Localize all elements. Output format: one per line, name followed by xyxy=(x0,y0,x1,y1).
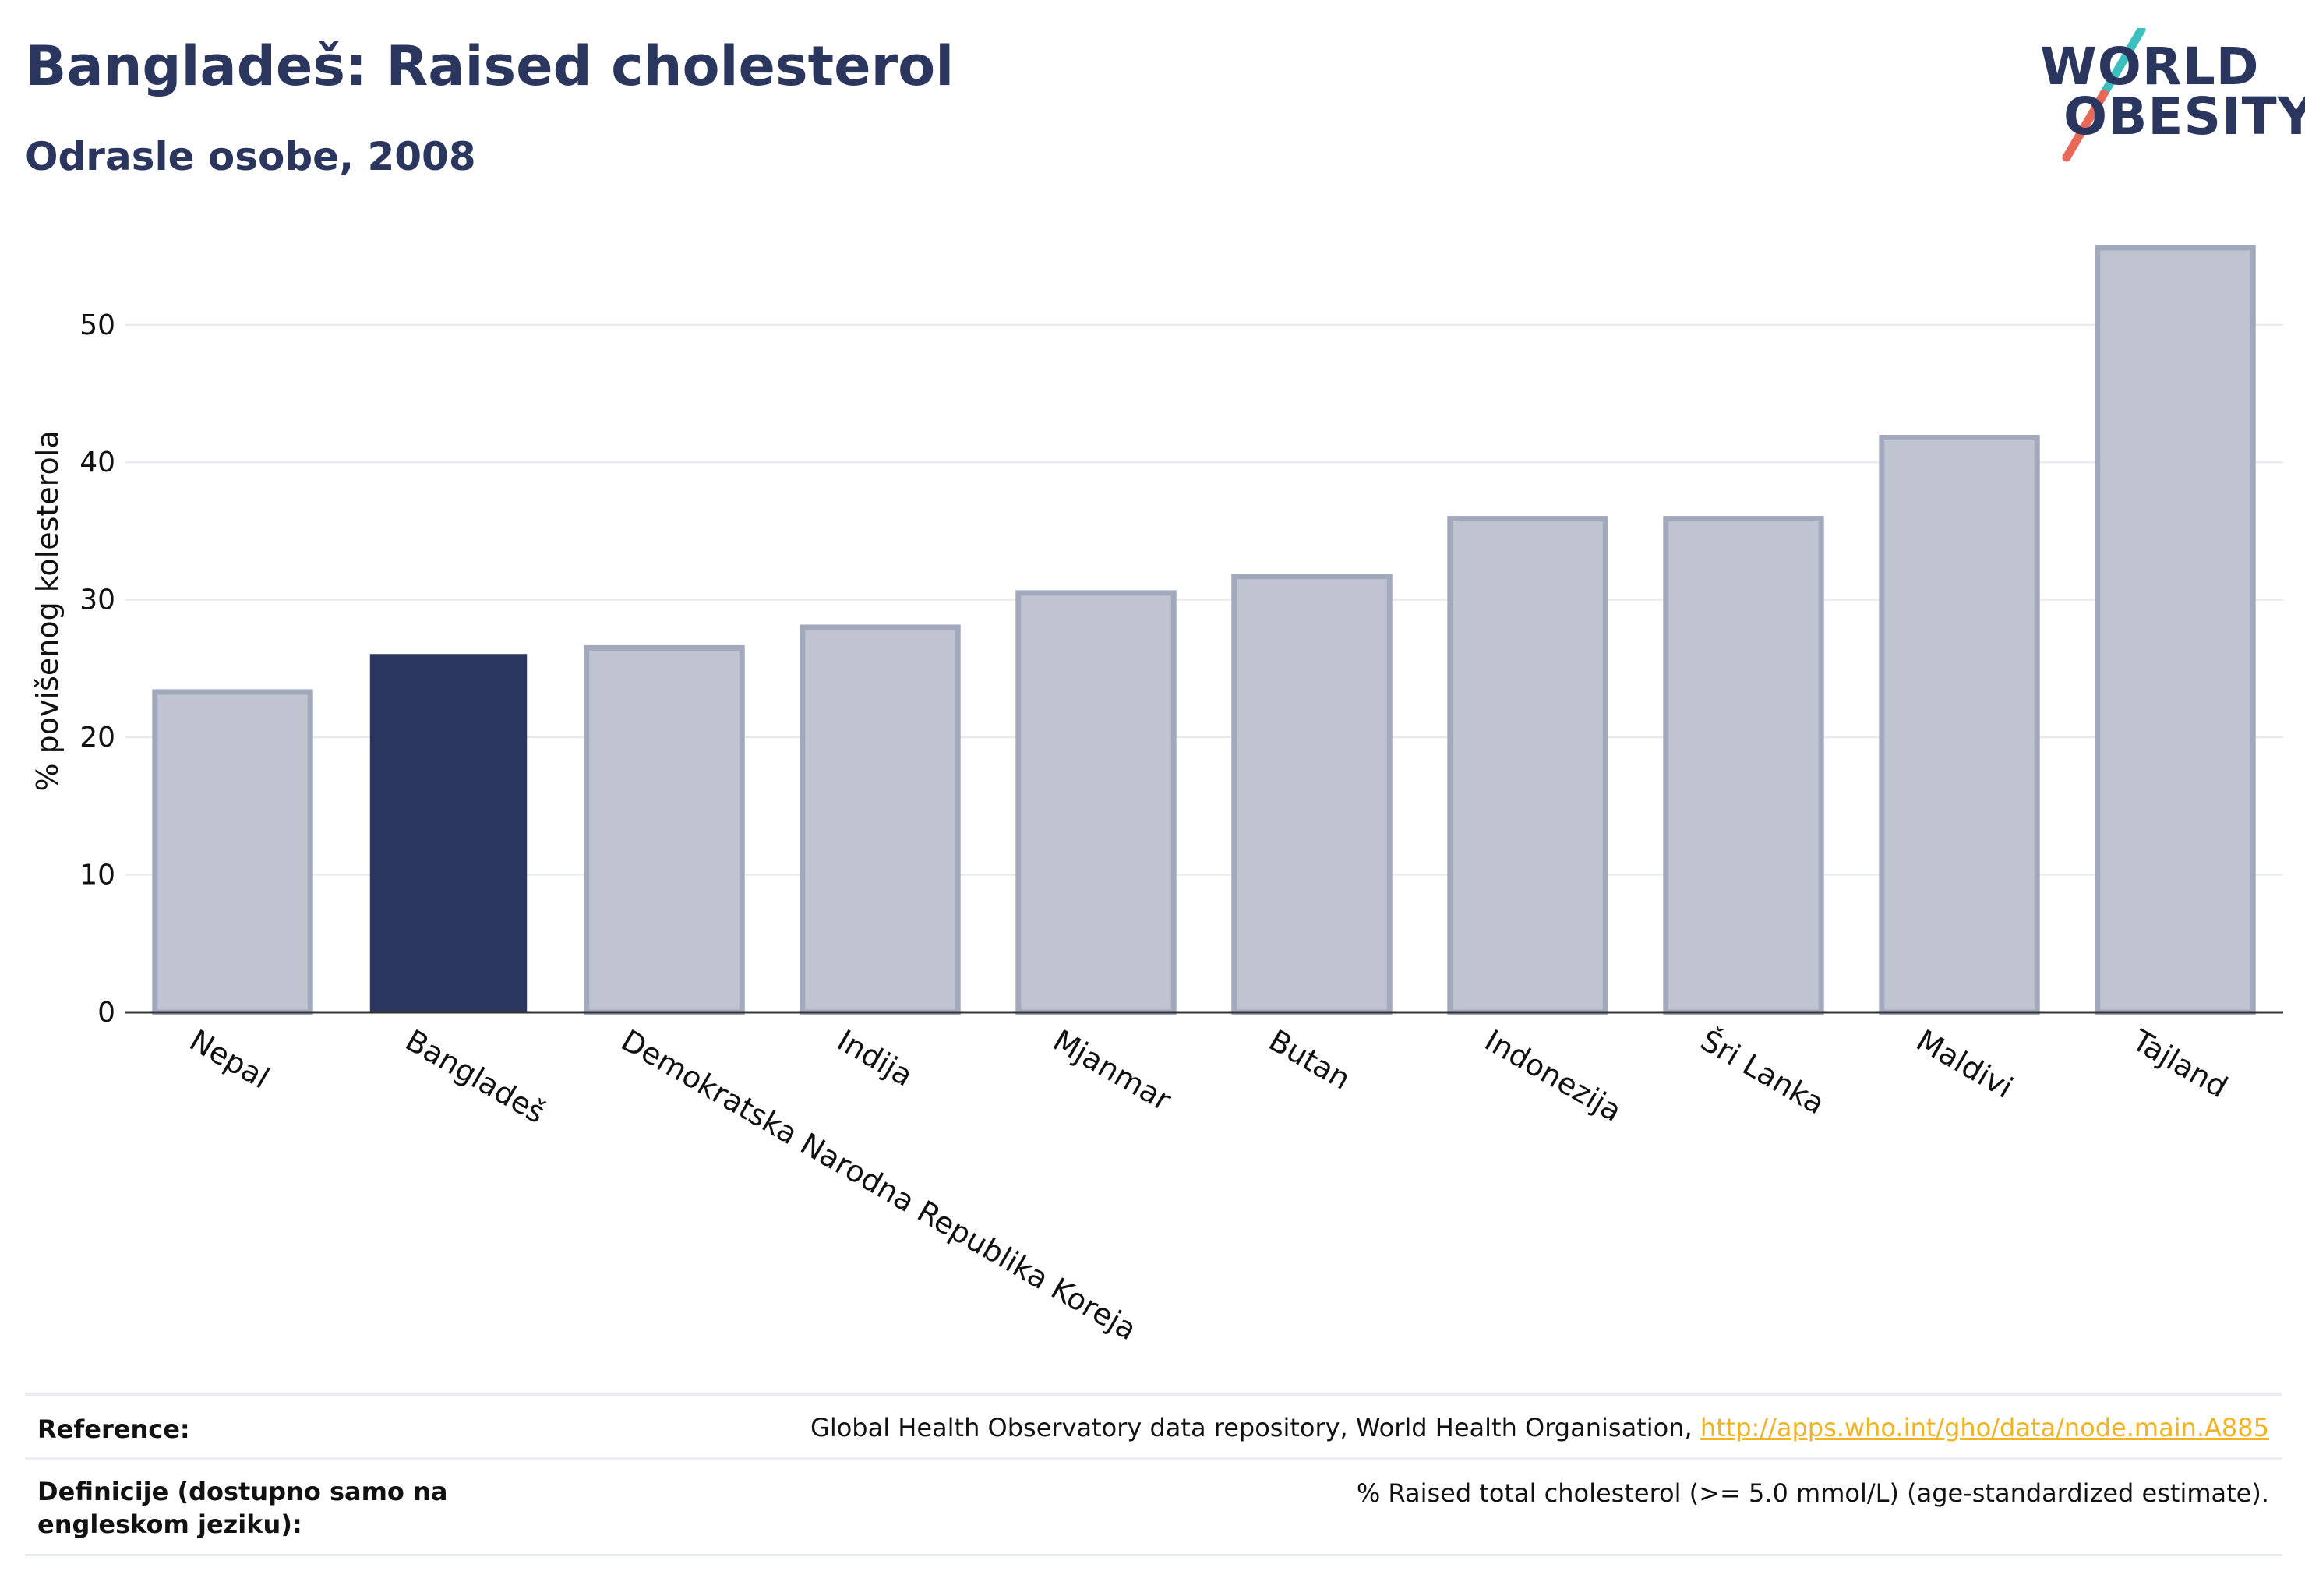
reference-row: Reference: Global Health Observatory dat… xyxy=(25,1393,2282,1460)
y-tick-label: 20 xyxy=(79,722,115,754)
x-tick-label: Tajland xyxy=(2126,1022,2233,1104)
x-tick-label: Maldivi xyxy=(1911,1023,2018,1105)
bar[interactable] xyxy=(1663,516,1824,1015)
x-tick-label: Mjanmar xyxy=(1047,1023,1177,1118)
bar[interactable] xyxy=(1879,434,2040,1015)
x-tick-label: Indija xyxy=(831,1023,919,1093)
reference-text: Global Health Observatory data repositor… xyxy=(810,1413,1693,1442)
bar[interactable] xyxy=(152,689,313,1015)
x-tick-label: Indonezija xyxy=(1479,1023,1627,1128)
reference-link[interactable]: http://apps.who.int/gho/data/node.main.A… xyxy=(1700,1413,2269,1442)
definition-row: Definicije (dostupno samo na engleskom j… xyxy=(25,1457,2282,1556)
y-tick-label: 50 xyxy=(79,309,115,341)
bar[interactable] xyxy=(584,644,745,1015)
y-axis-label: % povišenog kolesterola xyxy=(30,430,65,791)
x-tick-label: Butan xyxy=(1263,1023,1356,1096)
bar[interactable] xyxy=(1231,574,1393,1015)
chart-title: Bangladeš: Raised cholesterol xyxy=(25,34,955,98)
reference-value: Global Health Observatory data repositor… xyxy=(810,1413,2269,1442)
logo-text-line2: OBESITY xyxy=(2063,87,2305,147)
x-tick-label: Nepal xyxy=(184,1023,275,1096)
bar[interactable] xyxy=(1447,516,1608,1015)
bar[interactable] xyxy=(369,654,528,1013)
world-obesity-logo: WORLD OBESITY xyxy=(2026,28,2305,168)
x-tick-label: Šri Lanka xyxy=(1695,1023,1830,1121)
definition-value: % Raised total cholesterol (>= 5.0 mmol/… xyxy=(1356,1478,2269,1508)
y-tick-label: 40 xyxy=(79,447,115,478)
definition-label: Definicije (dostupno samo na engleskom j… xyxy=(37,1477,448,1539)
logo-text-line1: WORLD xyxy=(2040,37,2260,97)
y-tick-label: 30 xyxy=(79,584,115,616)
chart-subtitle: Odrasle osobe, 2008 xyxy=(25,134,476,179)
reference-label: Reference: xyxy=(37,1414,190,1444)
bar[interactable] xyxy=(1015,590,1177,1015)
bar[interactable] xyxy=(2095,245,2256,1015)
y-tick-label: 0 xyxy=(97,997,115,1029)
bar-chart: 0 10 20 30 40 50 % povišenog kolesterola Nepal B… xyxy=(30,245,2283,1347)
logo-slash-icon xyxy=(2062,28,2146,162)
footer-bottom-border xyxy=(25,1554,2282,1556)
x-tick-label: Bangladeš xyxy=(400,1023,551,1130)
bar[interactable] xyxy=(800,624,961,1015)
y-tick-label: 10 xyxy=(79,860,115,892)
